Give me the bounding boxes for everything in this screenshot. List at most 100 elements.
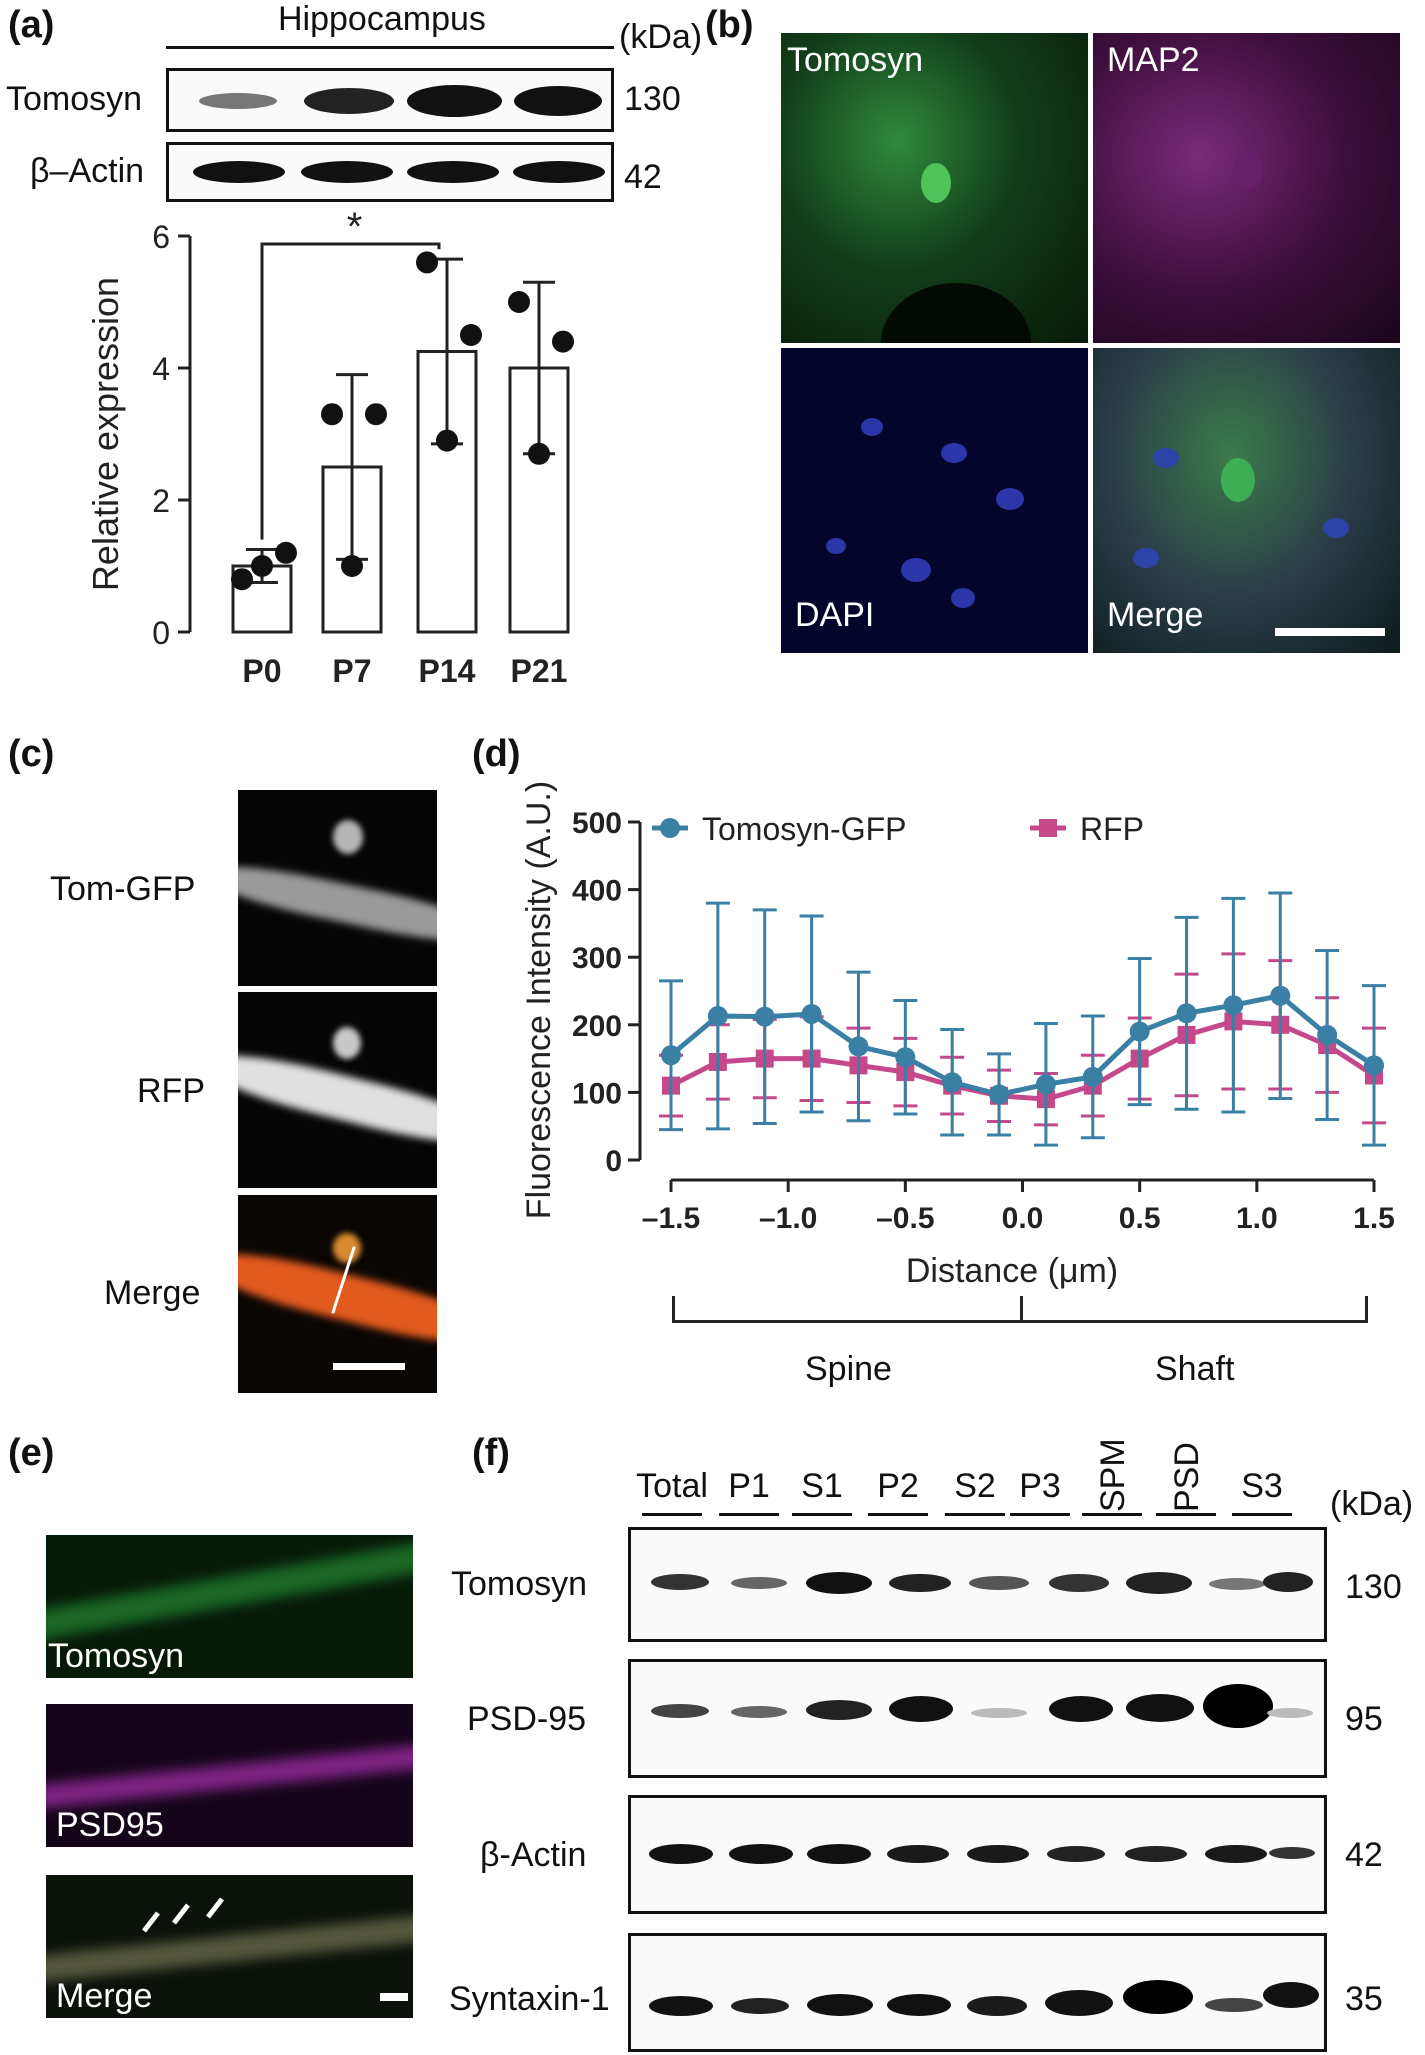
x-axis-label: Distance (μm) — [906, 1252, 1118, 1290]
band — [807, 1844, 871, 1864]
x-tick-label: 0.5 — [1119, 1202, 1161, 1235]
nucleus — [1153, 448, 1179, 468]
band — [889, 1696, 953, 1722]
significance-bracket — [260, 242, 441, 540]
band — [969, 1576, 1029, 1590]
lane-label: S2 — [954, 1467, 996, 1505]
data-point — [365, 403, 387, 426]
data-point — [460, 324, 482, 346]
x-tick-label: 1.0 — [1236, 1202, 1278, 1235]
scale-bar — [1275, 628, 1385, 636]
lane-underline — [1156, 1513, 1216, 1516]
data-point — [251, 555, 273, 577]
blot-f-mw: 35 — [1345, 1980, 1383, 2018]
band — [967, 1845, 1029, 1863]
data-point — [275, 541, 297, 564]
band — [1267, 1708, 1313, 1718]
micro-label: MAP2 — [1107, 41, 1200, 79]
lane-underline — [945, 1513, 1005, 1516]
x-tick-label: P21 — [511, 653, 568, 689]
data-point — [754, 1006, 775, 1027]
micro-merge-image: Merge — [1093, 348, 1400, 653]
panel-label-e: (e) — [8, 1432, 55, 1474]
bracket-tick — [1020, 1296, 1023, 1322]
y-tick-label: 0 — [605, 1145, 622, 1178]
band — [1209, 1578, 1265, 1590]
band — [513, 161, 605, 183]
blot-f-mw: 130 — [1345, 1568, 1402, 1606]
data-point — [231, 568, 253, 591]
data-point — [848, 1036, 869, 1057]
series-line — [669, 993, 1376, 1097]
significance-star: * — [347, 205, 363, 249]
band — [889, 1574, 951, 1592]
y-tick-label: 100 — [572, 1077, 622, 1110]
spine-shaft-bracket — [672, 1296, 1372, 1326]
band — [1269, 1847, 1315, 1859]
data-point — [989, 1084, 1010, 1105]
data-point — [1035, 1074, 1056, 1095]
arrow-icon — [172, 1903, 190, 1925]
neuron-soma — [1233, 153, 1263, 189]
band — [1263, 1572, 1313, 1592]
panel-label-f: (f) — [472, 1432, 510, 1474]
data-point — [1223, 995, 1244, 1016]
band — [1125, 1846, 1187, 1862]
data-point — [1082, 1066, 1103, 1087]
lane-label: PSD — [1168, 1442, 1206, 1512]
blot-f-row-label: β-Actin — [480, 1836, 587, 1874]
arrow-icon — [206, 1897, 224, 1919]
blot-a-row-label: β–Actin — [30, 152, 145, 190]
band — [731, 1577, 787, 1589]
micro-e-merge-image: Merge — [46, 1875, 413, 2018]
data-point — [321, 403, 343, 426]
blot-f-row-label: Syntaxin-1 — [449, 1980, 610, 2018]
blot-f-mw: 42 — [1345, 1836, 1383, 1874]
band — [967, 1996, 1027, 2016]
lane-underline — [1232, 1513, 1292, 1516]
data-point — [528, 442, 550, 465]
band — [731, 1706, 787, 1718]
data-point — [707, 1006, 728, 1027]
band — [1205, 1998, 1263, 2012]
band — [301, 161, 393, 183]
group-label-spine: Spine — [805, 1350, 892, 1388]
legend-marker — [660, 818, 680, 838]
blot-a-row-label: Tomosyn — [6, 80, 143, 118]
y-tick-label: 500 — [572, 807, 622, 840]
y-axis-label: Relative expression — [85, 277, 126, 591]
micro-tomosyn-image: Tomosyn — [781, 33, 1088, 343]
band — [651, 1704, 709, 1718]
band — [887, 1845, 949, 1863]
band — [1263, 1982, 1319, 2008]
spine-head — [333, 1233, 361, 1263]
scale-bar — [333, 1363, 405, 1370]
dendrite — [46, 1538, 413, 1642]
micro-label: Merge — [56, 1977, 153, 2015]
y-tick-label: 300 — [572, 942, 622, 975]
lane-label: S1 — [801, 1467, 843, 1505]
blot-f-syntaxin-strip — [628, 1933, 1327, 2052]
band — [199, 93, 277, 109]
data-point — [1176, 1003, 1197, 1024]
panel-label-c: (c) — [8, 733, 55, 775]
nucleus — [951, 588, 975, 608]
band — [806, 1700, 872, 1720]
micro-label: Merge — [1107, 596, 1204, 634]
lane-underline — [792, 1513, 852, 1516]
x-tick-label: 1.5 — [1353, 1202, 1395, 1235]
x-tick-label: P7 — [332, 653, 371, 689]
x-tick-label: –1.0 — [759, 1202, 817, 1235]
scale-bar — [380, 1993, 408, 2001]
band — [887, 1994, 951, 2016]
band — [1205, 1845, 1267, 1863]
micro-e-psd95-image: PSD95 — [46, 1704, 413, 1847]
data-point — [895, 1047, 916, 1068]
y-tick-label: 2 — [152, 483, 170, 519]
band — [731, 1998, 789, 2014]
nucleus — [1323, 518, 1349, 538]
micro-label: PSD95 — [56, 1806, 164, 1844]
data-point — [942, 1072, 963, 1093]
spine-head — [333, 820, 363, 854]
nucleus — [901, 558, 931, 582]
